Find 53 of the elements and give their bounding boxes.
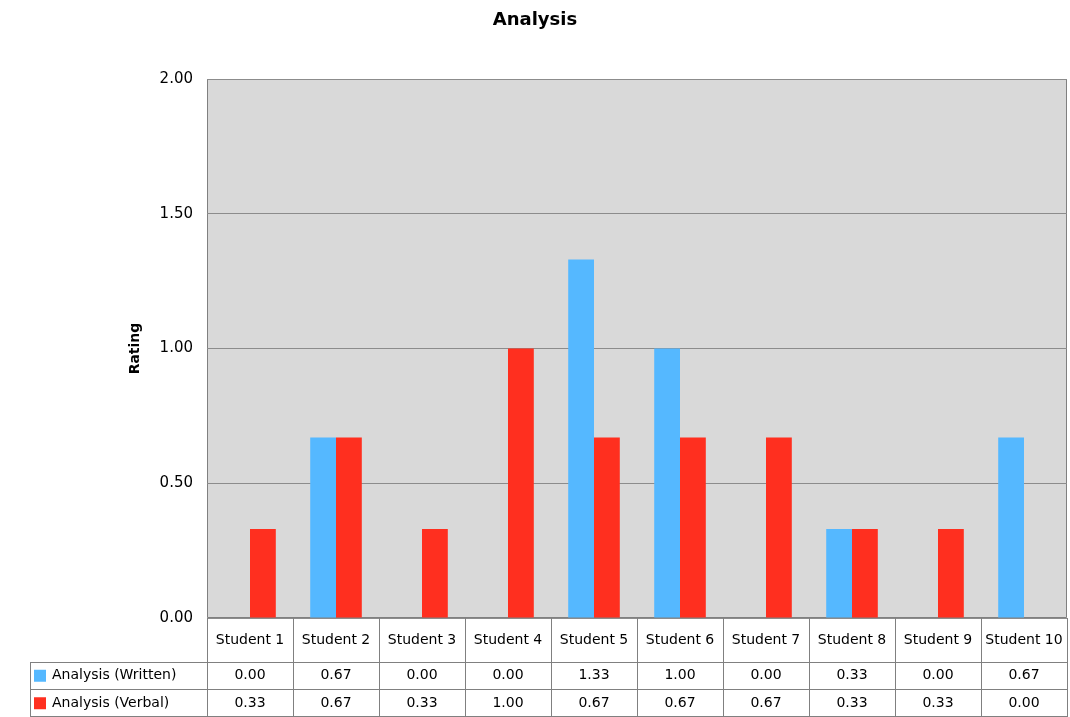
bar [594, 437, 620, 618]
data-label: 1.00 [492, 693, 524, 710]
y-tick-label: 0.00 [159, 607, 193, 626]
bar [568, 259, 594, 618]
data-label: 0.67 [320, 666, 352, 683]
data-label: 0.00 [406, 666, 438, 683]
bar [852, 529, 878, 618]
data-label: 0.33 [836, 666, 868, 683]
x-tick-label: Student 4 [473, 630, 543, 647]
x-tick-label: Student 5 [559, 630, 629, 647]
data-label: 0.33 [234, 693, 266, 710]
data-label: 0.67 [750, 693, 782, 710]
data-label: 0.33 [406, 693, 438, 710]
data-label: 1.00 [664, 666, 696, 683]
data-label: 0.00 [1008, 693, 1040, 710]
x-tick-label: Student 3 [387, 630, 457, 647]
y-tick-label: 0.50 [159, 473, 193, 492]
data-label: 0.67 [578, 693, 610, 710]
bar [998, 437, 1024, 618]
bar [654, 348, 680, 618]
bar [250, 529, 276, 618]
x-tick-label: Student 6 [645, 630, 715, 647]
bar [310, 437, 336, 618]
bar [766, 437, 792, 618]
data-label: 0.33 [922, 693, 954, 710]
y-tick-label: 1.00 [159, 338, 193, 357]
data-label: 0.33 [836, 693, 868, 710]
legend-label: Analysis (Verbal) [52, 693, 170, 710]
bar [938, 529, 964, 618]
chart-title: Analysis [492, 7, 578, 29]
x-tick-label: Student 8 [817, 630, 887, 647]
bar [422, 529, 448, 618]
data-label: 0.00 [922, 666, 954, 683]
x-tick-label: Student 2 [301, 630, 371, 647]
data-label: 1.33 [578, 666, 610, 683]
y-tick-label: 2.00 [159, 68, 193, 87]
x-tick-label: Student 9 [903, 630, 973, 647]
x-tick-label: Student 7 [731, 630, 801, 647]
data-label: 0.67 [664, 693, 696, 710]
bar [826, 529, 852, 618]
bar [508, 348, 534, 618]
x-tick-label: Student 1 [215, 630, 285, 647]
bar [680, 437, 706, 618]
bar [336, 437, 362, 618]
data-label: 0.00 [234, 666, 266, 683]
data-label: 0.67 [1008, 666, 1040, 683]
y-tick-label: 1.50 [159, 203, 193, 222]
x-tick-label: Student 10 [985, 630, 1063, 647]
data-label: 0.67 [320, 693, 352, 710]
data-label: 0.00 [492, 666, 524, 683]
data-label: 0.00 [750, 666, 782, 683]
legend-label: Analysis (Written) [52, 666, 177, 683]
y-axis-title: Rating [125, 322, 142, 375]
